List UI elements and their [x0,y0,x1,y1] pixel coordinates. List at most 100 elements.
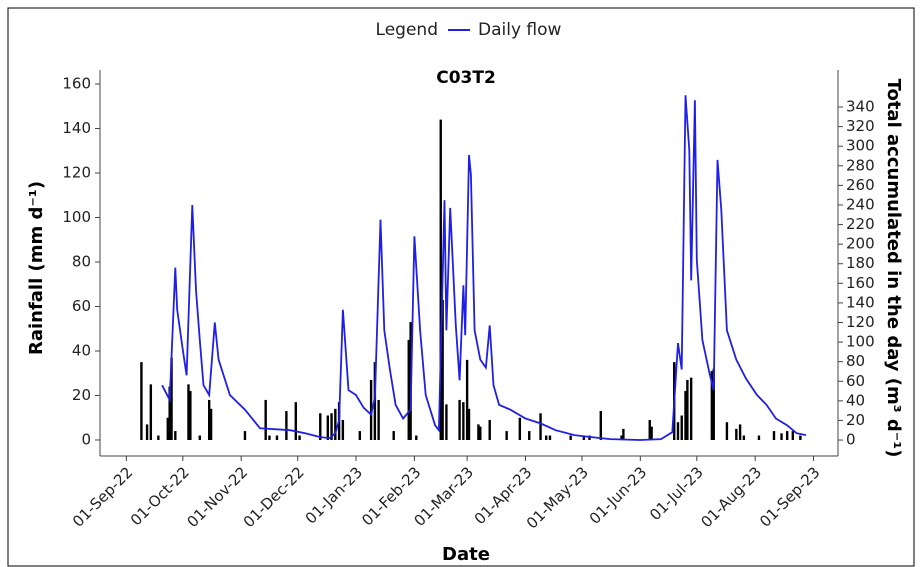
bar [407,339,410,440]
bar [441,299,444,440]
y2-axis-label: Total accumulated in the day (m³ d⁻¹) [883,79,904,458]
bar [539,413,542,440]
y-tick-label: 160 [62,75,91,93]
bar [772,431,776,440]
y2-tick-label: 240 [846,195,875,213]
bar [334,408,337,440]
x-tick-label: 01-Aug-23 [697,463,765,531]
y2-tick-label: 280 [846,156,875,174]
y2-tick-label: 60 [846,372,865,390]
bar [243,431,247,440]
bar [479,426,482,440]
x-tick-label: 01-Jun-23 [586,463,651,528]
bar [341,419,345,440]
bar [209,408,213,440]
y2-tick-label: 120 [846,313,875,331]
bar [648,419,651,440]
bar [518,417,522,440]
y2-tick-label: 160 [846,274,875,292]
bar [392,431,395,440]
y2-tick-label: 180 [846,254,875,272]
bar [548,435,552,440]
x-tick-label: 01-Sep-22 [69,463,136,530]
bar [294,402,297,440]
bar [569,435,572,440]
bar [268,435,271,440]
y-tick-label: 60 [72,297,91,315]
bar [735,428,738,440]
chart-title: C03T2 [436,68,496,88]
bar [742,435,746,440]
bar [505,431,508,440]
bar [187,384,190,440]
bar [326,415,330,440]
y-tick-label: 20 [72,386,91,404]
bar [620,435,623,440]
bar [465,359,469,440]
x-tick-label: 01-Jul-23 [646,463,707,524]
bar [528,431,531,440]
legend-label: Daily flow [478,20,562,40]
y2-tick-label: 320 [846,117,875,135]
y-tick-label: 0 [81,430,91,448]
bar [377,399,380,440]
bar [149,384,153,440]
frame [7,7,915,567]
bar [298,435,301,440]
bar [712,368,715,440]
bar [157,435,160,440]
bar [488,419,491,440]
bar [686,379,689,440]
y2-tick-label: 340 [846,98,875,116]
y-axis-label: Rainfall (mm d⁻¹) [26,181,47,355]
bar [166,417,169,440]
bar [140,362,143,440]
bar [445,404,448,440]
x-tick-label: 01-May-23 [523,463,592,532]
bar [168,386,171,440]
bar [757,435,761,440]
y2-tick-label: 100 [846,333,875,351]
bar [785,431,789,440]
bar [462,402,465,440]
y-tick-label: 100 [62,208,91,226]
bar [738,424,742,440]
bar [467,408,471,440]
y2-tick-label: 260 [846,176,875,194]
bar [319,413,322,440]
bar [189,391,192,440]
bar [582,435,586,440]
flow-line [161,95,807,441]
bar [264,399,267,440]
y-tick-label: 80 [72,252,91,270]
bar [684,391,687,440]
y-tick-label: 120 [62,164,91,182]
bar [544,435,548,440]
legend-title: Legend [376,20,438,40]
bar [650,426,653,440]
x-tick-label: 01-Dec-22 [240,463,308,531]
x-tick-label: 01-Sep-23 [756,463,823,530]
bar [710,371,714,440]
y2-tick-label: 20 [846,411,865,429]
bar [275,435,279,440]
bar [174,431,177,440]
bar [780,433,783,440]
bar [599,411,602,440]
bar [791,431,795,440]
x-tick-label: 01-Oct-22 [127,463,193,529]
bar [358,431,362,440]
bar [676,422,680,440]
x-axis-label: Date [442,544,490,565]
bar [198,435,201,440]
bar [680,415,683,440]
y2-tick-label: 80 [846,352,865,370]
bar [145,424,149,440]
bar [369,379,373,440]
bar [330,413,333,440]
bar [207,399,211,440]
bar [439,119,442,440]
y2-tick-label: 200 [846,235,875,253]
bar [458,399,461,440]
